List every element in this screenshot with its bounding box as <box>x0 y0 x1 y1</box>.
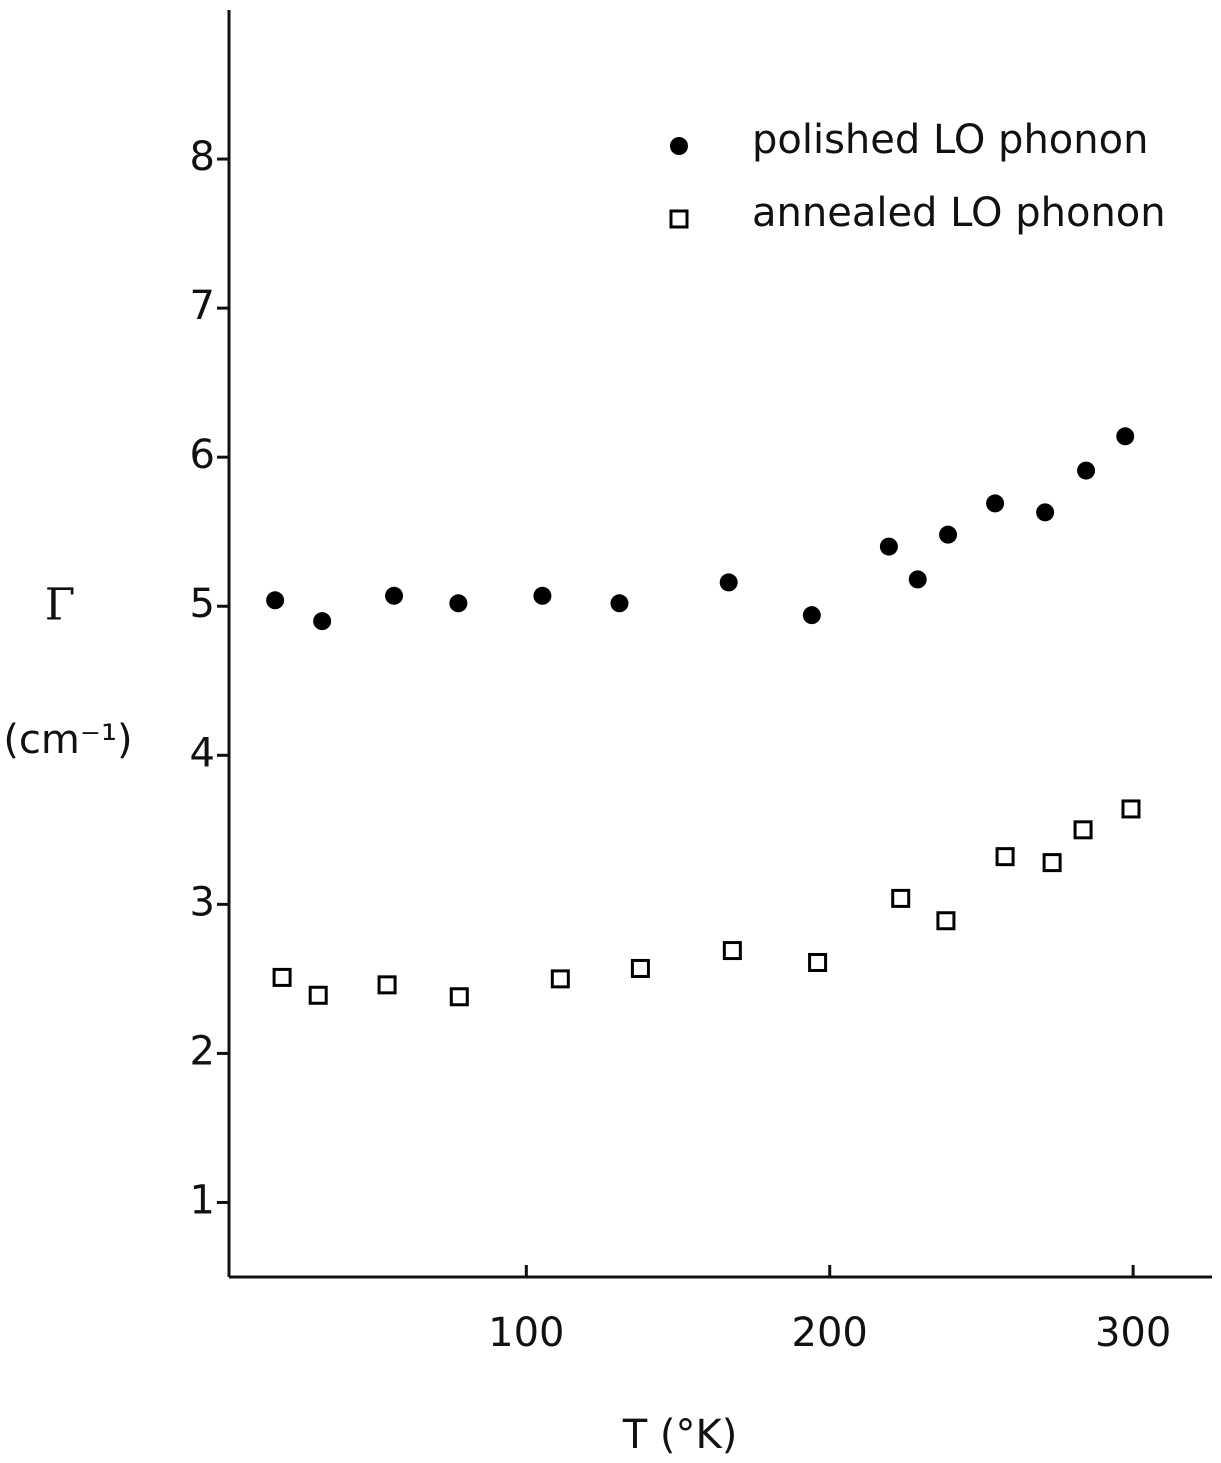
y-tick-label: 7 <box>190 283 215 329</box>
y-tick-label: 6 <box>190 432 215 478</box>
data-point <box>385 586 404 605</box>
y-tick-label: 4 <box>190 730 215 776</box>
data-point <box>986 494 1005 513</box>
y-axis-unit: (cm⁻¹) <box>3 717 132 763</box>
y-tick-label: 8 <box>190 134 215 180</box>
data-point <box>1116 427 1135 446</box>
data-point <box>1121 799 1141 819</box>
data-point <box>272 967 292 987</box>
data-point <box>1036 503 1055 522</box>
x-tick-label: 300 <box>1095 1310 1171 1356</box>
data-point <box>266 591 285 610</box>
data-point <box>722 941 742 961</box>
data-point <box>533 586 552 605</box>
legend-label: polished LO phonon <box>752 117 1148 163</box>
y-axis-label: Γ <box>45 580 76 631</box>
data-point <box>908 570 927 589</box>
data-point <box>891 888 911 908</box>
data-point <box>377 975 397 995</box>
y-tick-label: 3 <box>190 879 215 925</box>
y-tick-label: 5 <box>190 581 215 627</box>
data-point <box>610 594 629 613</box>
x-tick-label: 100 <box>488 1310 564 1356</box>
data-point <box>1077 461 1096 480</box>
legend-marker <box>669 209 689 229</box>
data-point <box>1073 820 1093 840</box>
data-point <box>808 952 828 972</box>
data-point <box>936 911 956 931</box>
data-point <box>802 606 821 625</box>
legend-marker <box>670 137 688 155</box>
data-point <box>719 573 738 592</box>
y-tick-label: 1 <box>190 1177 215 1223</box>
data-point <box>449 987 469 1007</box>
data-point <box>879 537 898 556</box>
data-point <box>630 958 650 978</box>
data-point <box>939 525 958 544</box>
data-point <box>1042 853 1062 873</box>
data-point <box>308 985 328 1005</box>
x-axis-label: T (°K) <box>622 1412 738 1458</box>
data-point <box>449 594 468 613</box>
data-point <box>313 612 332 631</box>
data-point <box>550 969 570 989</box>
y-tick-label: 2 <box>190 1028 215 1074</box>
legend-label: annealed LO phonon <box>752 190 1166 236</box>
data-point <box>995 847 1015 867</box>
x-tick-label: 200 <box>792 1310 868 1356</box>
